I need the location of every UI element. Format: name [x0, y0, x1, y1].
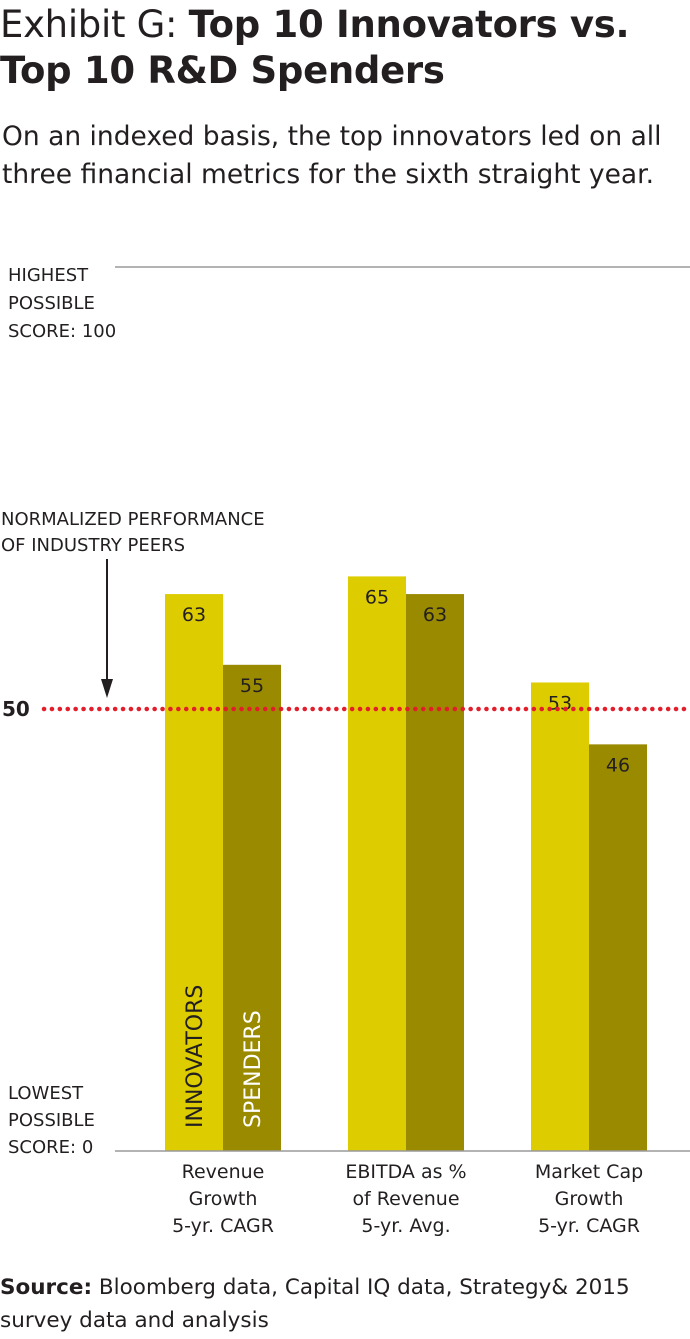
bottom-label-line: POSSIBLE — [8, 1110, 95, 1131]
spenders-value-label: 63 — [423, 604, 447, 626]
bar-chart: HIGHEST POSSIBLE SCORE: 100 63 65 53 55 63 46 50 N… — [1, 265, 690, 1237]
innovators-bar — [165, 594, 223, 1151]
chart-title: Exhibit G: Top 10 Innovators vs. Top 10 … — [0, 2, 688, 94]
source-note: Source: Bloomberg data, Capital IQ data,… — [0, 1271, 688, 1337]
category-label-line: 5-yr. CAGR — [172, 1215, 274, 1237]
category-label-line: 5-yr. CAGR — [538, 1215, 640, 1237]
innovators-value-label: 63 — [182, 604, 206, 626]
spenders-value-label: 46 — [606, 754, 630, 776]
top-label-line: POSSIBLE — [8, 293, 95, 314]
category-label-line: Growth — [189, 1188, 258, 1210]
spenders-bar — [589, 744, 647, 1151]
innovators-bar — [531, 682, 589, 1151]
bottom-label-line: LOWEST — [8, 1083, 84, 1104]
spenders-bar — [406, 594, 464, 1151]
category-label-line: Revenue — [182, 1161, 265, 1183]
innovators-value-label: 65 — [365, 586, 389, 608]
bottom-label-line: SCORE: 0 — [8, 1137, 93, 1158]
chart-subtitle: On an indexed basis, the top innovators … — [2, 121, 662, 190]
reference-line-label: 50 — [2, 697, 30, 721]
legend-innovators: INNOVATORS — [183, 985, 208, 1128]
title-prefix: Exhibit G: — [0, 3, 189, 46]
annotation-arrow-head — [101, 679, 113, 698]
top-label-line: HIGHEST — [8, 265, 89, 286]
legend-spenders: SPENDERS — [241, 1010, 266, 1128]
category-label-line: EBITDA as % — [345, 1161, 466, 1183]
category-label-line: 5-yr. Avg. — [361, 1215, 450, 1237]
spenders-bar — [223, 664, 281, 1151]
reference-annotation-line: NORMALIZED PERFORMANCE — [1, 509, 265, 530]
innovators-bar — [348, 576, 406, 1151]
category-label-line: Market Cap — [535, 1161, 643, 1183]
title-main: Top 10 Innovators vs. Top 10 R&D Spender… — [0, 3, 630, 92]
top-label-line: SCORE: 100 — [8, 321, 116, 342]
source-label: Source: — [0, 1275, 93, 1300]
category-label-line: Growth — [555, 1188, 624, 1210]
reference-annotation-line: OF INDUSTRY PEERS — [1, 535, 185, 556]
source-text: Bloomberg data, Capital IQ data, Strateg… — [0, 1275, 630, 1333]
innovators-value-label: 53 — [548, 692, 572, 714]
category-label-line: of Revenue — [352, 1188, 459, 1210]
spenders-value-label: 55 — [240, 675, 264, 697]
